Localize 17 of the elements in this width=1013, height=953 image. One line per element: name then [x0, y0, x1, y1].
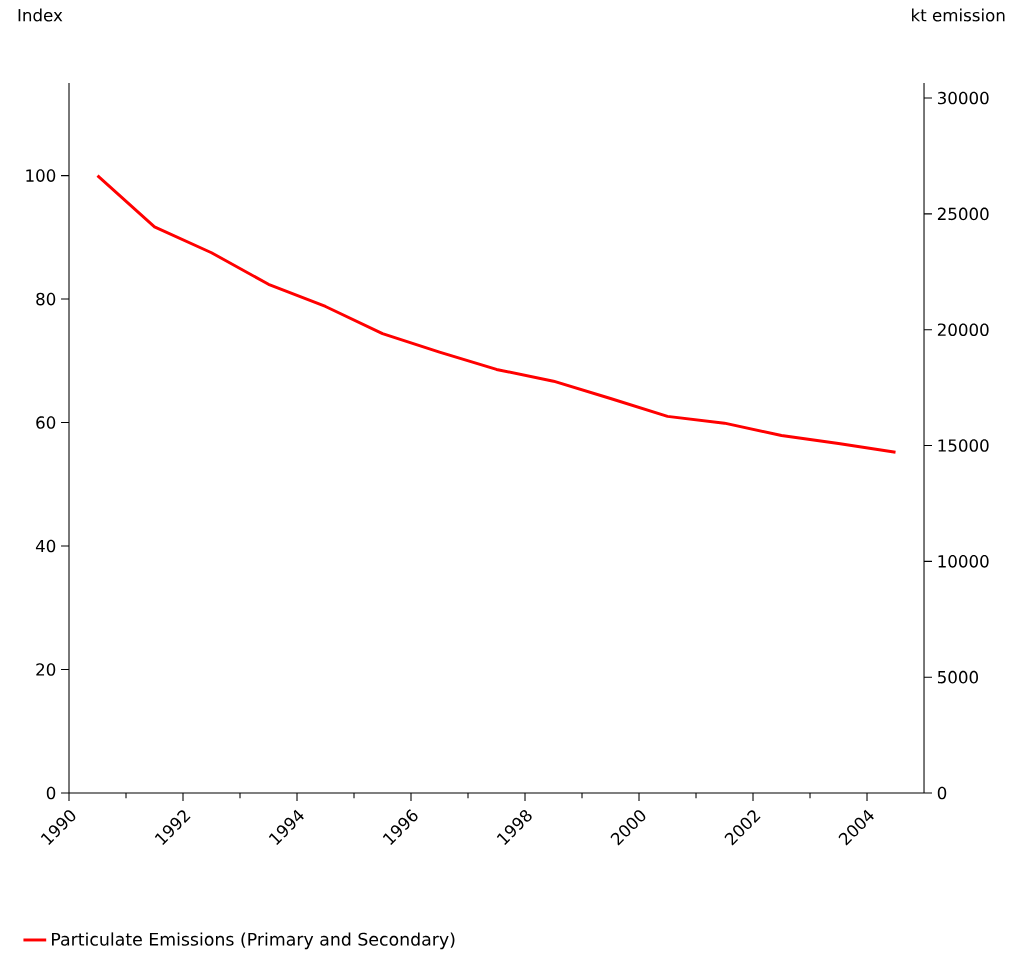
y2-tick-label: 15000: [938, 439, 989, 452]
y-tick-label: 20: [36, 663, 56, 676]
y-tick-label: 100: [26, 169, 56, 182]
y-tick-label: 40: [35, 539, 56, 553]
line-series: [96, 174, 897, 454]
y-tick-label: 0: [46, 786, 56, 800]
y2-tick-label: 0: [937, 786, 947, 800]
y2-tick-label: 30000: [937, 91, 989, 105]
y2-tick-label: 25000: [937, 207, 989, 221]
legend-label: Particulate Emissions (Primary and Secondary): [52, 932, 455, 950]
y2-tick-label: 20000: [937, 323, 989, 336]
y2-axis-title: kt emission: [912, 8, 1005, 22]
y2-tick-label: 10000: [938, 555, 989, 568]
y2-tick-label: 5000: [937, 670, 978, 684]
y-axis-title: Index: [18, 8, 63, 22]
y-tick-label: 60: [36, 416, 56, 429]
y-tick-label: 80: [36, 292, 56, 306]
